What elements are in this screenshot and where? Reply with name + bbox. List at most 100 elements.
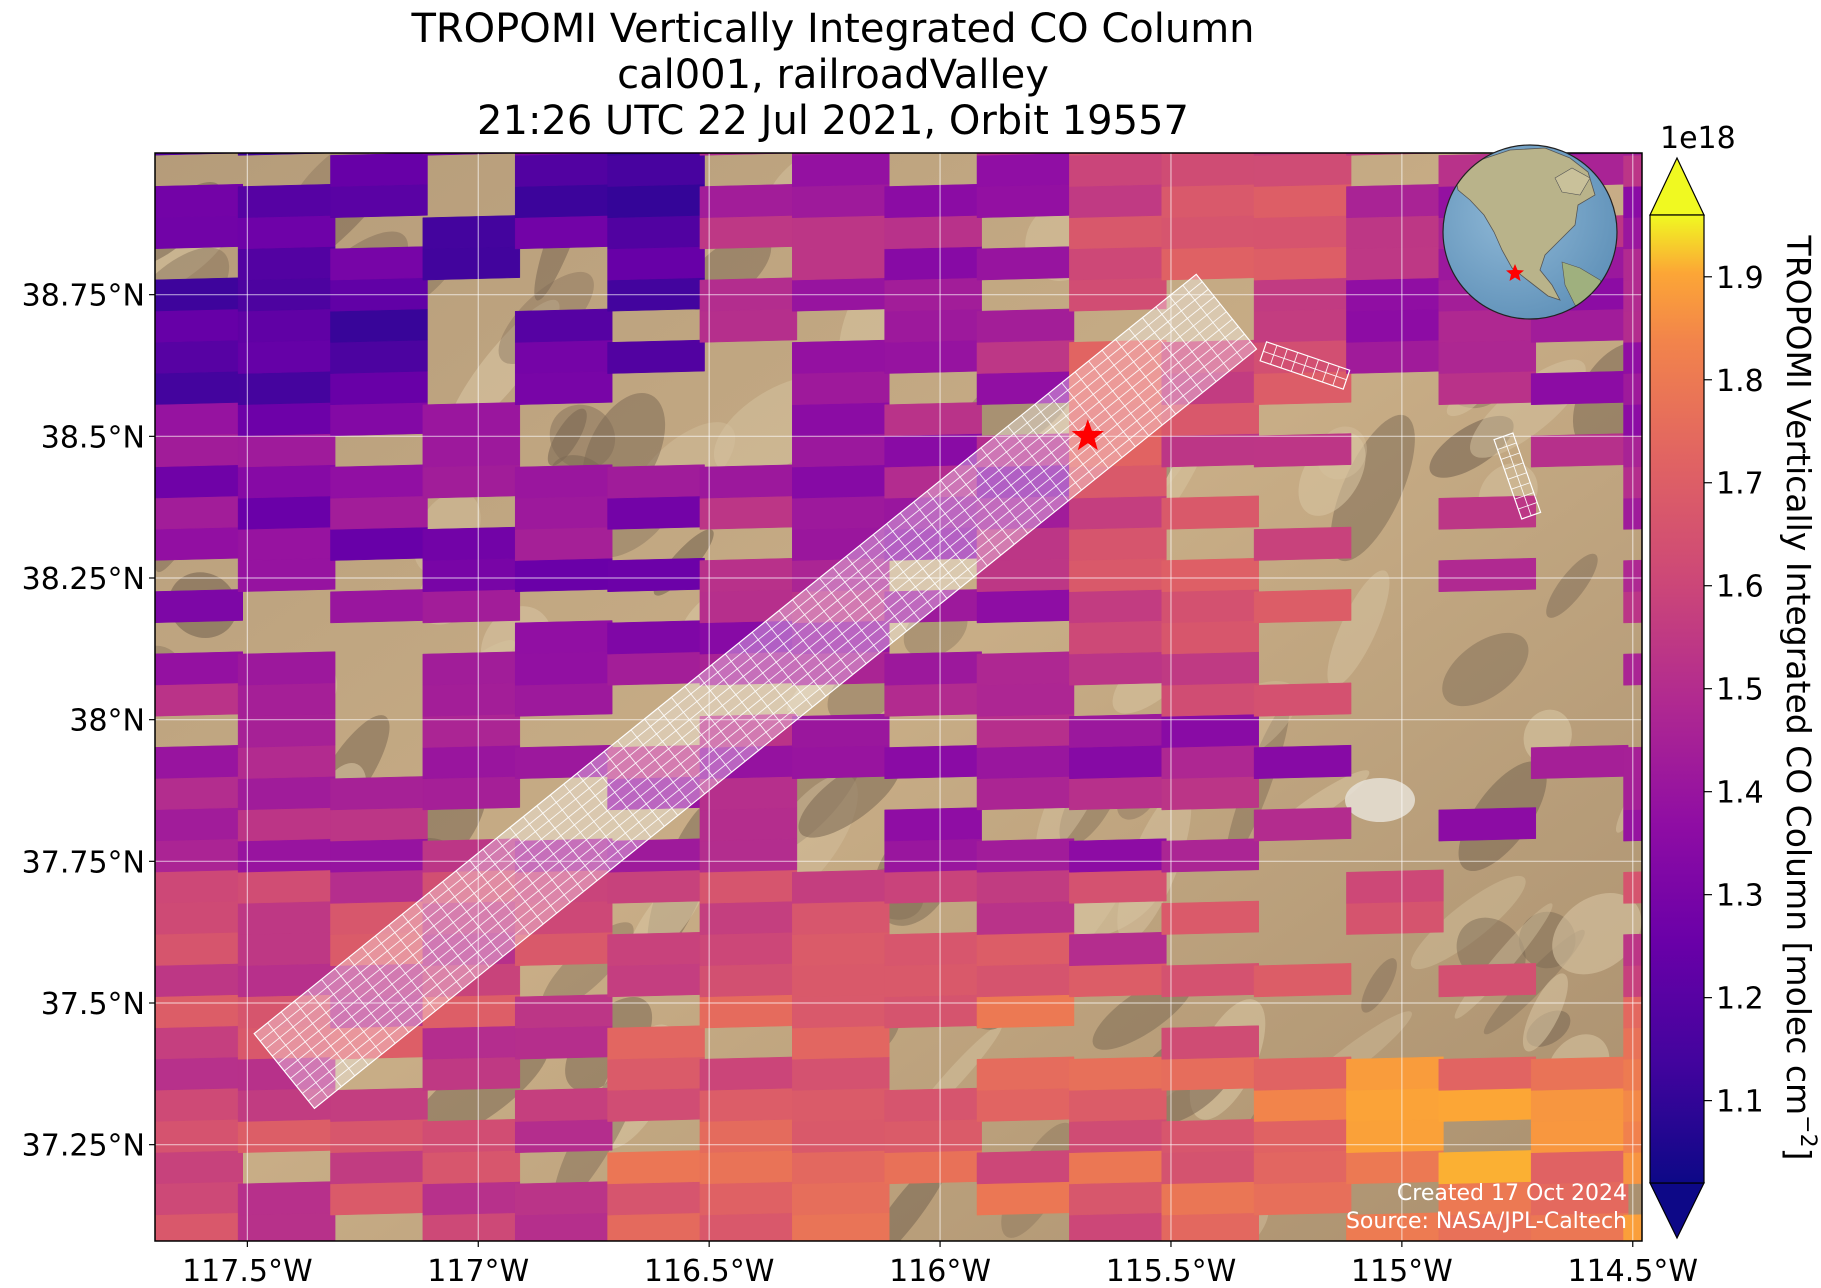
- co-pixel: [1530, 744, 1629, 780]
- co-pixel: [330, 1181, 428, 1216]
- co-pixel: [1161, 713, 1259, 748]
- co-pixel: [1346, 1087, 1444, 1122]
- colorbar-ticks: 1.1 1.2 1.3 1.4 1.5 1.6 1.7 1.8 1.9: [1704, 261, 1764, 1120]
- co-pixel: [1069, 651, 1167, 686]
- co-pixel: [792, 153, 890, 187]
- co-pixel: [792, 495, 890, 530]
- co-pixel: [884, 1150, 982, 1185]
- co-pixel: [607, 620, 705, 655]
- co-pixel: [1439, 1244, 1536, 1278]
- co-pixel: [1069, 246, 1167, 281]
- co-pixel: [1069, 153, 1167, 156]
- co-pixel: [1161, 1181, 1259, 1216]
- co-pixel: [1346, 1212, 1444, 1241]
- co-pixel: [1253, 153, 1352, 156]
- co-pixel: [699, 1087, 798, 1122]
- co-pixel: [330, 589, 428, 624]
- y-tick-label: 37.75°N: [22, 845, 145, 880]
- co-pixel: [330, 869, 428, 904]
- co-pixel: [155, 744, 243, 779]
- co-pixel: [1161, 183, 1259, 219]
- co-pixel: [1346, 215, 1444, 250]
- y-tick-label: 37.5°N: [41, 987, 145, 1022]
- co-pixel: [699, 1056, 798, 1091]
- colorbar-multiplier: 1e18: [1660, 121, 1736, 156]
- co-pixel: [1069, 153, 1167, 187]
- co-pixel: [1346, 900, 1444, 935]
- co-pixel: [1253, 589, 1352, 624]
- co-pixel: [884, 1118, 982, 1154]
- co-pixel: [976, 1181, 1075, 1216]
- co-pixel: [607, 1025, 705, 1060]
- co-pixel: [1161, 682, 1259, 717]
- co-pixel: [792, 1056, 890, 1091]
- co-pixel: [792, 869, 890, 904]
- co-pixel: [422, 682, 521, 717]
- terrain-patch: [1410, 875, 1526, 970]
- co-pixel: [1161, 744, 1259, 780]
- co-pixel: [422, 589, 521, 624]
- co-pixel: [1346, 153, 1444, 156]
- co-pixel: [976, 994, 1075, 1029]
- co-pixel: [884, 402, 982, 437]
- co-pixel: [884, 183, 982, 219]
- co-pixel: [1069, 557, 1167, 593]
- co-pixel: [422, 402, 521, 437]
- co-pixel: [1438, 963, 1537, 998]
- co-pixel: [699, 215, 798, 250]
- co-pixel: [514, 495, 613, 530]
- co-pixel: [330, 370, 428, 406]
- co-pixel: [514, 308, 613, 343]
- co-pixel: [422, 246, 521, 281]
- co-pixel: [155, 963, 243, 997]
- co-pixel: [514, 464, 613, 499]
- co-pixel: [699, 838, 798, 873]
- co-pixel: [1069, 526, 1167, 561]
- co-pixel: [237, 526, 336, 561]
- co-pixel: [330, 464, 428, 499]
- co-pixel: [699, 807, 798, 842]
- terrain-patch: [1546, 553, 1598, 618]
- co-pixel: [607, 153, 705, 156]
- co-pixel: [607, 246, 705, 281]
- co-pixel: [1438, 339, 1537, 374]
- co-pixel: [1161, 1025, 1259, 1060]
- co-pixel: [1069, 1056, 1167, 1091]
- co-pixel: [792, 1087, 890, 1122]
- co-pixel: [155, 464, 243, 499]
- co-pixel: [792, 963, 890, 998]
- x-tick-label: 117.5°W: [182, 1254, 313, 1288]
- co-pixel: [514, 153, 613, 156]
- co-pixel: [607, 153, 705, 187]
- co-pixel: [976, 838, 1075, 873]
- co-pixel: [237, 402, 336, 437]
- co-pixel: [976, 713, 1075, 748]
- co-pixel: [237, 183, 336, 219]
- co-pixel: [1253, 1087, 1352, 1122]
- co-pixel: [1253, 963, 1352, 998]
- co-pixel: [976, 589, 1075, 624]
- co-pixel: [1438, 1087, 1537, 1122]
- co-pixel: [155, 869, 243, 904]
- co-pixel: [884, 744, 982, 780]
- co-pixel: [155, 807, 243, 842]
- co-pixel: [1438, 495, 1537, 530]
- co-pixel: [155, 931, 243, 966]
- co-pixel: [422, 215, 521, 250]
- co-pixel: [607, 215, 705, 250]
- co-pixel: [514, 1087, 613, 1122]
- co-pixel: [792, 464, 890, 499]
- co-pixel: [155, 1056, 243, 1091]
- co-pixel: [422, 776, 521, 811]
- co-pixel: [884, 807, 982, 842]
- co-pixel: [514, 526, 613, 561]
- co-pixel: [237, 869, 336, 904]
- co-pixel: [237, 433, 336, 468]
- co-pixel: [237, 153, 336, 156]
- co-pixel: [792, 183, 890, 219]
- map-panel: Created 17 Oct 2024 Source: NASA/JPL-Cal…: [154, 152, 1643, 1278]
- co-pixel: [1530, 1087, 1629, 1122]
- co-pixel: [792, 1025, 890, 1060]
- dry-lake: [1345, 778, 1415, 822]
- co-pixel: [237, 931, 336, 967]
